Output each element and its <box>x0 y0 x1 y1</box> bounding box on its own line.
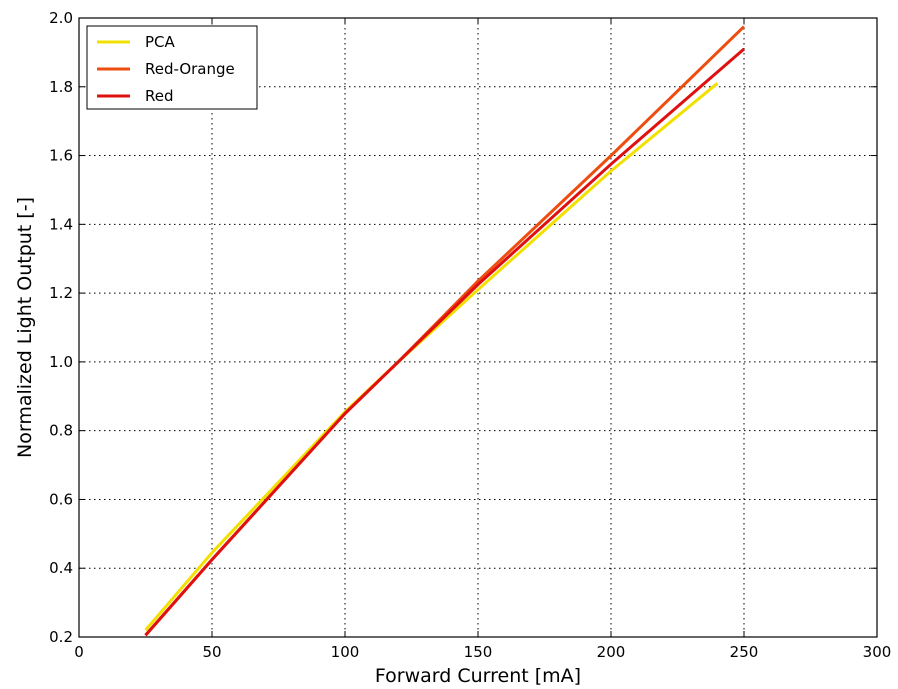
y-tick-label: 1.2 <box>49 284 73 302</box>
y-axis-title: Normalized Light Output [-] <box>14 197 36 458</box>
series-line-pca <box>144 82 719 632</box>
x-tick-label: 200 <box>597 643 626 661</box>
legend-label-red: Red <box>145 87 174 105</box>
y-tick-label: 1.0 <box>49 353 73 371</box>
x-tick-label: 250 <box>730 643 759 661</box>
x-axis-title: Forward Current [mA] <box>375 665 581 687</box>
x-tick-label: 0 <box>74 643 84 661</box>
x-tick-label: 50 <box>202 643 221 661</box>
y-tick-label: 0.4 <box>49 559 73 577</box>
x-tick-label: 150 <box>464 643 493 661</box>
legend: PCA Red-Orange Red <box>86 25 258 110</box>
series-line-red <box>144 47 745 637</box>
y-tick-label: 1.4 <box>49 215 73 233</box>
legend-label-pca: PCA <box>145 33 176 51</box>
series-lines <box>144 25 746 637</box>
y-tick-label: 1.6 <box>49 147 73 165</box>
y-tick-label: 0.2 <box>49 628 73 646</box>
series-line-red-orange <box>144 25 746 637</box>
legend-label-red-orange: Red-Orange <box>145 60 235 78</box>
axis-ticks: 0 50 100 150 200 250 300 0.2 0.4 0.6 0.8 1.0 1.2 1.4 1… <box>49 9 891 661</box>
grid-lines <box>79 18 877 637</box>
y-tick-label: 0.6 <box>49 490 73 508</box>
x-tick-label: 300 <box>863 643 892 661</box>
y-tick-label: 1.8 <box>49 78 73 96</box>
y-tick-label: 0.8 <box>49 422 73 440</box>
y-tick-label: 2.0 <box>49 9 73 27</box>
x-tick-label: 100 <box>331 643 360 661</box>
